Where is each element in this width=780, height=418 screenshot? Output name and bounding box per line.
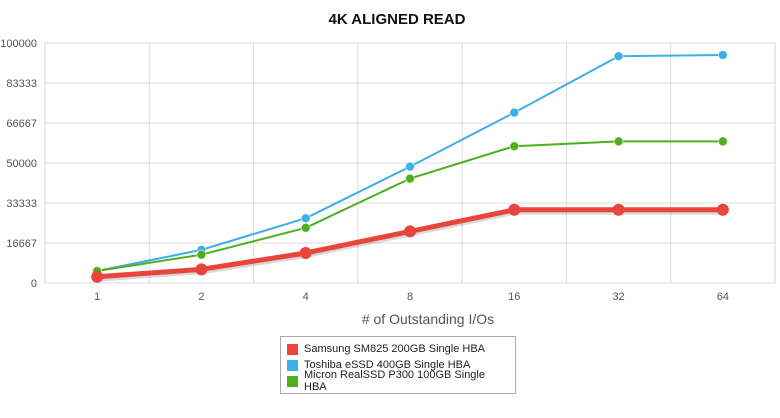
y-tick-label: 16667: [6, 238, 37, 250]
x-tick-label: 2: [198, 291, 204, 303]
legend-swatch: [287, 359, 298, 371]
data-point: [195, 263, 208, 276]
legend-item: Toshiba eSSD 400GB Single HBA: [287, 357, 509, 373]
x-tick-label: 32: [612, 291, 624, 303]
data-point: [91, 270, 104, 283]
legend-swatch: [287, 375, 298, 387]
y-tick-label: 0: [31, 278, 37, 290]
y-tick-label: 50000: [6, 158, 37, 170]
legend-label: Micron RealSSD P300 100GB Single HBA: [304, 369, 485, 393]
data-point: [613, 51, 624, 62]
legend-item: Samsung SM825 200GB Single HBA: [287, 341, 509, 357]
data-point: [299, 247, 312, 259]
data-point: [300, 222, 311, 233]
legend: Samsung SM825 200GB Single HBA Toshiba eS…: [280, 336, 516, 394]
data-point: [508, 203, 521, 216]
data-point: [612, 203, 625, 216]
x-tick-label: 4: [303, 291, 309, 303]
data-point: [717, 50, 728, 60]
y-tick-label: 33333: [6, 198, 37, 210]
legend-label: Samsung SM825 200GB Single HBA: [304, 343, 485, 355]
data-point: [404, 225, 416, 238]
legend-swatch: [287, 343, 298, 355]
data-point: [717, 136, 728, 147]
x-axis-label: # of Outstanding I/Os: [362, 311, 494, 327]
y-tick-label: 100000: [0, 38, 37, 50]
data-point: [405, 173, 415, 184]
x-tick-label: 16: [508, 291, 520, 303]
chart-title: 4K ALIGNED READ: [329, 11, 466, 28]
y-tick-label: 83333: [6, 78, 37, 90]
data-point: [405, 161, 415, 172]
data-point: [509, 141, 520, 152]
x-tick-label: 8: [407, 291, 413, 303]
data-point: [613, 136, 624, 147]
x-tick-label: 64: [717, 291, 729, 303]
data-point: [509, 107, 520, 118]
data-point: [716, 203, 729, 216]
y-tick-label: 66667: [6, 118, 37, 130]
x-tick-label: 1: [94, 291, 100, 303]
legend-label: Toshiba eSSD 400GB Single HBA: [304, 359, 471, 371]
legend-item: Micron RealSSD P300 100GB Single HBA: [287, 369, 509, 393]
data-point: [300, 213, 311, 224]
data-point: [196, 249, 207, 260]
